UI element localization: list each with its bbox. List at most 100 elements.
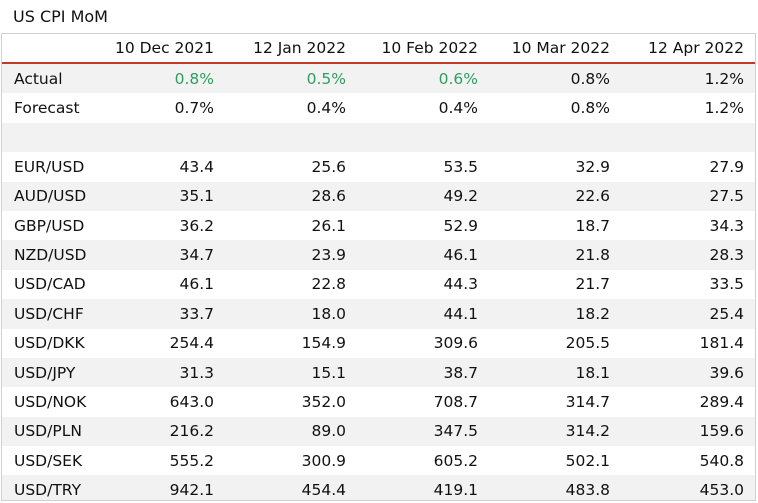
table-cell: 502.1 xyxy=(565,451,610,470)
table-cell: 314.7 xyxy=(565,392,610,411)
table-cell: 38.7 xyxy=(358,357,490,388)
table-row: USD/DKK 254.4 154.9 309.6 205.5 181.4 xyxy=(2,329,755,358)
cpi-table: 10 Dec 2021 12 Jan 2022 10 Feb 2022 10 M… xyxy=(2,34,755,500)
table-cell: 0.4% xyxy=(438,99,478,118)
table-row: USD/CAD 46.1 22.8 44.3 21.7 33.5 xyxy=(2,270,755,299)
table-cell: 18.7 xyxy=(575,216,610,235)
table-cell xyxy=(490,122,622,153)
table-row: Actual 0.8% 0.5% 0.6% 0.8% 1.2% xyxy=(2,63,755,94)
table-cell: 52.9 xyxy=(443,216,478,235)
table-cell xyxy=(226,122,358,153)
table-row: USD/CHF 33.7 18.0 44.1 18.2 25.4 xyxy=(2,299,755,329)
table-row: USD/NOK 643.0 352.0 708.7 314.7 289.4 xyxy=(2,387,755,416)
table-cell: 21.8 xyxy=(490,240,622,270)
table-cell: 32.9 xyxy=(575,157,610,176)
table-cell: 555.2 xyxy=(169,451,214,470)
table-row: USD/JPY 31.3 15.1 38.7 18.1 39.6 xyxy=(2,357,755,388)
table-cell: 53.5 xyxy=(443,157,478,176)
table-row: USD/PLN 216.2 89.0 347.5 314.2 159.6 xyxy=(2,416,755,447)
table-cell: 25.4 xyxy=(622,299,755,329)
table-cell: 1.2% xyxy=(704,99,744,118)
table-cell: 309.6 xyxy=(433,334,478,353)
row-label: USD/TRY xyxy=(2,475,94,500)
table-cell: 34.7 xyxy=(94,240,226,270)
table-cell: 18.2 xyxy=(490,299,622,329)
table-cell: 419.1 xyxy=(358,475,490,500)
table-cell: 27.5 xyxy=(622,181,755,211)
column-header: 10 Dec 2021 xyxy=(94,34,226,64)
row-label: USD/JPY xyxy=(2,357,94,388)
table-cell: 0.8% xyxy=(490,63,622,94)
table-cell: 43.4 xyxy=(179,157,214,176)
table-cell: 708.7 xyxy=(433,392,478,411)
table-cell: 89.0 xyxy=(226,416,358,447)
table-cell: 483.8 xyxy=(490,475,622,500)
table-cell: 31.3 xyxy=(94,357,226,388)
table-cell: 454.4 xyxy=(226,475,358,500)
table-cell: 21.7 xyxy=(575,275,610,294)
row-label: EUR/USD xyxy=(14,157,85,176)
table-cell: 46.1 xyxy=(179,275,214,294)
table-cell: 28.6 xyxy=(226,181,358,211)
row-label: USD/NOK xyxy=(14,392,87,411)
table-cell: 0.8% xyxy=(94,63,226,94)
table-cell: 352.0 xyxy=(301,392,346,411)
table-row: USD/TRY 942.1 454.4 419.1 483.8 453.0 xyxy=(2,475,755,500)
table-cell: 540.8 xyxy=(699,451,744,470)
table-cell: 289.4 xyxy=(699,392,744,411)
table-cell: 347.5 xyxy=(358,416,490,447)
table-cell: 643.0 xyxy=(169,392,214,411)
row-label: USD/PLN xyxy=(2,416,94,447)
table-row: USD/SEK 555.2 300.9 605.2 502.1 540.8 xyxy=(2,446,755,475)
column-header: 10 Mar 2022 xyxy=(490,34,622,64)
table-cell: 0.5% xyxy=(226,63,358,94)
row-label: USD/CHF xyxy=(2,299,94,329)
table-cell: 46.1 xyxy=(358,240,490,270)
table-cell xyxy=(94,122,226,153)
table-cell: 254.4 xyxy=(169,334,214,353)
table-cell: 15.1 xyxy=(226,357,358,388)
table-row: AUD/USD 35.1 28.6 49.2 22.6 27.5 xyxy=(2,181,755,211)
table-cell: 49.2 xyxy=(358,181,490,211)
table-cell: 23.9 xyxy=(226,240,358,270)
table-cell: 453.0 xyxy=(622,475,755,500)
table-cell: 300.9 xyxy=(301,451,346,470)
column-header: 12 Apr 2022 xyxy=(622,34,755,64)
table-cell xyxy=(358,122,490,153)
table-cell: 35.1 xyxy=(94,181,226,211)
row-label: GBP/USD xyxy=(14,216,85,235)
table-cell: 159.6 xyxy=(622,416,755,447)
table-cell: 39.6 xyxy=(622,357,755,388)
table-title: US CPI MoM xyxy=(13,7,108,26)
column-header: 12 Jan 2022 xyxy=(226,34,358,64)
row-label: USD/CAD xyxy=(14,275,86,294)
table-cell: 26.1 xyxy=(311,216,346,235)
table-cell: 942.1 xyxy=(94,475,226,500)
row-label: AUD/USD xyxy=(2,181,94,211)
table-row: Forecast 0.7% 0.4% 0.4% 0.8% 1.2% xyxy=(2,93,755,122)
table-row: GBP/USD 36.2 26.1 52.9 18.7 34.3 xyxy=(2,211,755,240)
table-cell: 34.3 xyxy=(709,216,744,235)
table-cell: 18.0 xyxy=(226,299,358,329)
column-header: 10 Feb 2022 xyxy=(358,34,490,64)
table-cell: 154.9 xyxy=(301,334,346,353)
table-row xyxy=(2,122,755,153)
table-row: NZD/USD 34.7 23.9 46.1 21.8 28.3 xyxy=(2,240,755,270)
table-cell: 22.8 xyxy=(311,275,346,294)
row-label: USD/SEK xyxy=(14,451,83,470)
table-cell: 44.3 xyxy=(443,275,478,294)
table-cell xyxy=(622,122,755,153)
row-label xyxy=(2,122,94,153)
table-cell: 0.6% xyxy=(358,63,490,94)
row-label: Actual xyxy=(2,63,94,94)
header-row: 10 Dec 2021 12 Jan 2022 10 Feb 2022 10 M… xyxy=(2,34,755,64)
table-cell: 181.4 xyxy=(699,334,744,353)
row-label: NZD/USD xyxy=(2,240,94,270)
table-cell: 25.6 xyxy=(311,157,346,176)
table-body: Actual 0.8% 0.5% 0.6% 0.8% 1.2% Forecast 0.7% 0.… xyxy=(2,63,755,500)
table-cell: 205.5 xyxy=(565,334,610,353)
table-cell: 28.3 xyxy=(622,240,755,270)
table-cell: 0.8% xyxy=(570,99,610,118)
table-cell: 0.7% xyxy=(174,99,214,118)
row-label: USD/DKK xyxy=(14,334,85,353)
